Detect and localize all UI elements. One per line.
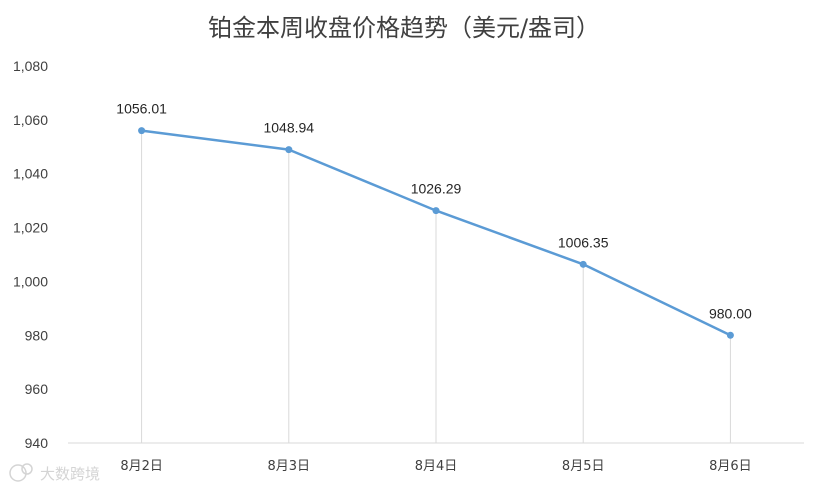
y-tick-label: 1,000 — [13, 273, 48, 289]
watermark-text: 大数跨境 — [40, 465, 100, 483]
y-tick-label: 1,080 — [13, 58, 48, 74]
y-tick-label: 1,020 — [13, 220, 48, 236]
data-points — [138, 127, 734, 339]
chart-title: 铂金本周收盘价格趋势（美元/盎司） — [208, 14, 600, 42]
data-point — [138, 127, 146, 135]
x-tick-label: 8月2日 — [120, 459, 163, 474]
data-label: 1006.35 — [558, 234, 609, 250]
y-tick-label: 960 — [25, 381, 49, 397]
data-point — [726, 331, 734, 339]
data-label: 1056.01 — [116, 101, 167, 117]
y-tick-label: 980 — [25, 327, 49, 343]
watermark: 大数跨境 — [9, 463, 100, 483]
data-point — [432, 207, 440, 215]
data-labels: 1056.01 1048.94 1026.29 1006.35 980.00 — [116, 101, 752, 322]
x-axis-ticks: 8月2日 8月3日 8月4日 8月5日 8月6日 — [120, 459, 751, 474]
y-tick-label: 940 — [25, 435, 49, 451]
data-label: 1026.29 — [411, 181, 462, 197]
drop-lines — [141, 130, 731, 443]
y-tick-label: 1,040 — [13, 166, 48, 182]
data-label: 1048.94 — [263, 120, 314, 136]
data-label: 980.00 — [709, 305, 752, 321]
x-tick-label: 8月6日 — [709, 459, 752, 474]
data-point — [579, 260, 587, 268]
x-tick-label: 8月3日 — [268, 459, 311, 474]
x-tick-label: 8月5日 — [562, 459, 605, 474]
data-point — [285, 146, 293, 154]
x-tick-label: 8月4日 — [415, 459, 458, 474]
y-axis-ticks: 940 960 980 1,000 1,020 1,040 1,060 1,080 — [13, 58, 48, 451]
y-tick-label: 1,060 — [13, 112, 48, 128]
logo-icon — [9, 463, 33, 482]
